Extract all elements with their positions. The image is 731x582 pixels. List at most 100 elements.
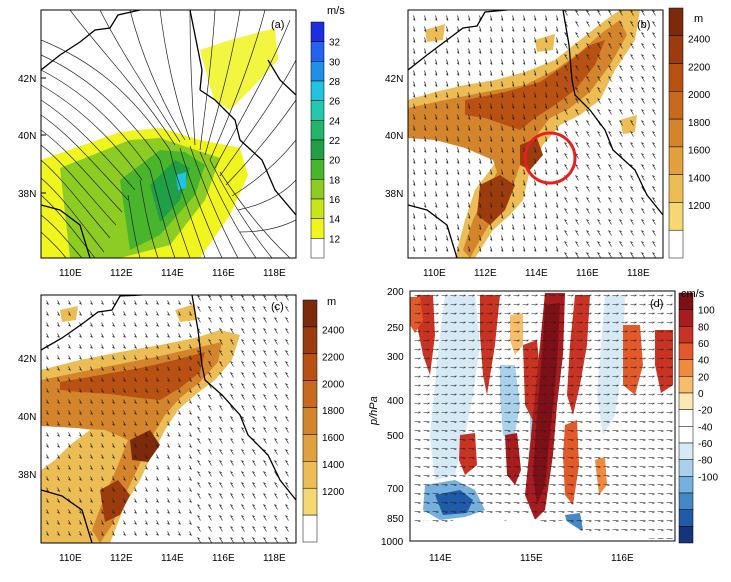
colorbar-swatch <box>303 461 317 488</box>
colorbar-label: 1600 <box>322 433 345 444</box>
colorbar-label: -100 <box>698 472 718 483</box>
colorbar-label: 22 <box>329 136 341 147</box>
panel-b-lon-114: 114E <box>525 268 548 279</box>
panel-c-lat-ticks: 42N 40N 38N <box>18 354 36 481</box>
colorbar-swatch <box>669 64 683 92</box>
wind-arrow-head <box>57 545 59 546</box>
panel-d-lon-115: 115E <box>520 553 543 564</box>
colorbar-swatch <box>311 219 324 239</box>
wind-arrow-head <box>178 545 180 546</box>
colorbar-swatch <box>303 515 317 542</box>
colorbar-label: 80 <box>698 322 710 333</box>
wind-arrow-head <box>490 261 492 263</box>
colorbar-label: 2400 <box>322 326 345 337</box>
colorbar-label: -20 <box>698 406 713 417</box>
colorbar-label: -40 <box>698 422 713 433</box>
colorbar-label: 18 <box>329 175 341 186</box>
colorbar-swatch <box>311 81 324 101</box>
panel-d-lon-116: 116E <box>611 553 634 564</box>
colorbar-swatch <box>669 91 683 119</box>
colorbar-label: 16 <box>329 195 341 206</box>
colorbar-label: 60 <box>698 339 710 350</box>
panel-d-tag: (d) <box>650 298 663 310</box>
panel-b-lat-40: 40N <box>385 131 403 142</box>
panel-c-lat-38: 38N <box>18 470 36 481</box>
colorbar-label: 20 <box>698 372 710 383</box>
panel-a-svg: (a) 42N 40N 38N 110E 112E 114E 116E 118E… <box>0 0 360 290</box>
panel-d-svg: (d) p/hPa 200 250 300 400 500 700 850 10… <box>365 285 731 577</box>
panel-c-lon-110: 110E <box>59 553 82 564</box>
colorbar-label: 1400 <box>688 173 711 184</box>
wind-arrow-head <box>46 545 48 546</box>
colorbar-label: 28 <box>329 77 341 88</box>
panel-a-lon-114: 114E <box>161 268 184 279</box>
wind-arrow-head <box>435 261 437 263</box>
colorbar-swatch <box>679 376 693 393</box>
colorbar-swatch <box>679 410 693 427</box>
panel-b-lon-ticks: 110E 112E 114E 116E 118E <box>423 268 650 279</box>
colorbar-label: 0 <box>698 389 704 400</box>
colorbar-swatch <box>679 343 693 360</box>
colorbar-swatch <box>679 493 693 510</box>
colorbar-swatch <box>679 443 693 460</box>
wind-arrow-head <box>424 261 426 263</box>
colorbar-swatch <box>311 238 324 258</box>
colorbar-swatch <box>679 426 693 443</box>
panel-c-lon-ticks: 110E 112E 114E 116E 118E <box>59 553 286 564</box>
colorbar-swatch <box>303 327 317 354</box>
wind-arrow-head <box>512 261 514 263</box>
panel-b-lon-112: 112E <box>474 268 497 279</box>
panel-c: (c) 42N 40N 38N 110E 112E 114E 116E 118E… <box>0 290 365 577</box>
panel-b-lat-38: 38N <box>385 189 403 200</box>
panel-a: (a) 42N 40N 38N 110E 112E 114E 116E 118E… <box>0 0 360 290</box>
colorbar-swatch <box>669 202 683 230</box>
panel-a-lon-116: 116E <box>212 268 235 279</box>
colorbar-swatch <box>311 179 324 199</box>
panel-c-lon-114: 114E <box>161 553 184 564</box>
colorbar-swatch <box>311 101 324 121</box>
colorbar-swatch <box>679 393 693 410</box>
panel-a-tag: (a) <box>271 19 284 31</box>
wind-arrow-head <box>101 545 103 546</box>
panel-d-p-850: 850 <box>387 514 404 525</box>
colorbar-label: 26 <box>329 97 341 108</box>
panel-d-p-500: 500 <box>387 431 404 442</box>
colorbar-label: 40 <box>698 356 710 367</box>
wind-arrow-head <box>134 545 136 546</box>
wind-arrow-head <box>446 261 448 263</box>
colorbar-swatch <box>669 36 683 64</box>
colorbar-label: -60 <box>698 439 713 450</box>
panel-a-lon-ticks: 110E 112E 114E 116E 118E <box>59 268 286 279</box>
colorbar-swatch <box>669 175 683 203</box>
panel-d-p-300: 300 <box>387 352 404 363</box>
panel-b-svg: (b) 42N 40N 38N 110E 112E 114E 116E 118E… <box>365 0 731 290</box>
wind-arrow-head <box>90 545 92 546</box>
panel-a-lon-112: 112E <box>110 268 133 279</box>
colorbar-swatch <box>679 476 693 493</box>
colorbar-swatch <box>311 160 324 180</box>
wind-arrow-head <box>79 545 81 546</box>
panel-c-svg: (c) 42N 40N 38N 110E 112E 114E 116E 118E… <box>0 290 365 577</box>
panel-d-p-1000: 1000 <box>381 537 404 548</box>
panel-d-p-200: 200 <box>387 287 404 298</box>
wind-arrow-head <box>123 545 125 546</box>
panel-b: (b) 42N 40N 38N 110E 112E 114E 116E 118E… <box>365 0 731 290</box>
colorbar-swatch <box>679 510 693 527</box>
colorbar-label: 1600 <box>688 146 711 157</box>
colorbar-swatch <box>669 119 683 147</box>
panel-d-lon-114: 114E <box>429 553 452 564</box>
colorbar-swatch <box>303 381 317 408</box>
panel-c-lon-118: 118E <box>263 553 286 564</box>
colorbar-label: -80 <box>698 456 713 467</box>
wind-arrow-head <box>556 261 558 263</box>
colorbar-swatch <box>311 140 324 160</box>
panel-b-lon-116: 116E <box>576 268 599 279</box>
colorbar-swatch <box>679 526 693 543</box>
colorbar-swatch <box>669 8 683 36</box>
colorbar-swatch <box>311 199 324 219</box>
panel-b-tag: (b) <box>637 19 650 31</box>
panel-a-lon-110: 110E <box>59 268 82 279</box>
colorbar-label: 2000 <box>688 90 711 101</box>
